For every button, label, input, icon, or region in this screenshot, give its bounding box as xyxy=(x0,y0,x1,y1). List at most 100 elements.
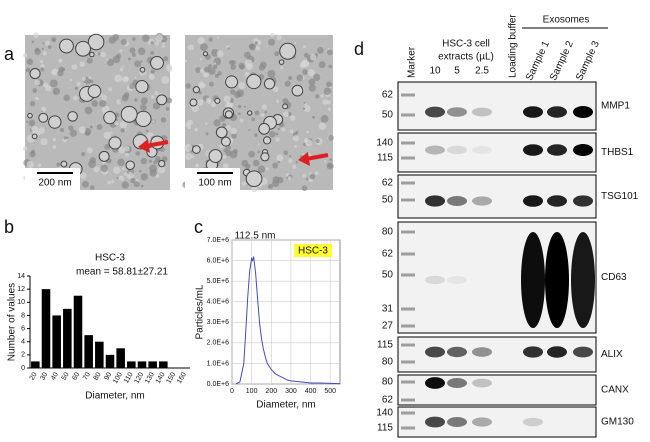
band xyxy=(425,346,445,358)
tem-texture xyxy=(254,133,258,137)
tem-texture xyxy=(184,143,193,152)
tem-texture xyxy=(257,150,261,154)
mw-marker: 115 xyxy=(377,153,393,164)
tem-texture xyxy=(116,176,119,179)
marker-band xyxy=(401,141,415,145)
band xyxy=(523,106,543,118)
tem-texture xyxy=(204,66,211,73)
tem-texture xyxy=(122,65,125,68)
tem-texture xyxy=(269,131,276,138)
tem-texture xyxy=(327,107,332,111)
tem-texture xyxy=(140,157,148,165)
tem-texture xyxy=(290,115,296,121)
tem-texture xyxy=(208,37,213,42)
tem-texture xyxy=(293,42,297,45)
tem-texture xyxy=(301,153,305,156)
tem-texture xyxy=(40,137,48,146)
tem-texture xyxy=(208,64,212,68)
band xyxy=(447,275,467,285)
tem-texture xyxy=(36,97,40,101)
tem-texture xyxy=(292,135,300,142)
band xyxy=(425,145,445,155)
tem-texture xyxy=(187,44,194,51)
tem-texture xyxy=(123,92,130,98)
tem-texture xyxy=(63,136,67,140)
vesicle xyxy=(103,111,117,125)
tem-texture xyxy=(161,44,165,48)
x-tick-label: 20 xyxy=(29,371,39,381)
marker-band xyxy=(401,380,415,384)
tem-texture xyxy=(140,60,143,63)
tem-texture xyxy=(140,173,149,181)
x-tick-label: 100 xyxy=(246,388,258,395)
tem-texture xyxy=(57,69,64,77)
vesicle xyxy=(202,51,208,57)
line-series xyxy=(235,256,341,385)
tem-texture xyxy=(142,34,150,42)
tem-texture xyxy=(89,79,94,84)
vesicle xyxy=(246,73,262,90)
vesicle xyxy=(245,170,263,188)
x-tick-label: 30 xyxy=(39,371,49,381)
y-axis-label: Number of values xyxy=(7,283,18,361)
mw-marker: 140 xyxy=(376,138,393,149)
x-tick-label: 120 xyxy=(133,371,145,385)
panel-label: d xyxy=(354,39,364,59)
tem-texture xyxy=(135,151,141,156)
lane-label: HSC-3 cell xyxy=(442,39,490,50)
marker-band xyxy=(401,93,415,97)
tem-texture xyxy=(26,160,34,169)
bar xyxy=(148,361,157,368)
tem-texture xyxy=(152,102,161,110)
band-smear xyxy=(521,232,545,328)
tem-texture xyxy=(198,81,205,89)
tem-texture xyxy=(277,160,281,164)
legend-box xyxy=(294,244,332,257)
panel-label: b xyxy=(4,217,14,237)
vesicle xyxy=(215,126,228,139)
protein-label: MMP1 xyxy=(601,101,630,112)
tem-texture xyxy=(288,155,292,158)
band xyxy=(547,195,567,207)
tem-texture xyxy=(52,38,56,42)
tem-texture xyxy=(199,57,203,61)
vesicle xyxy=(263,78,276,90)
tem-texture xyxy=(259,61,267,69)
tem-texture xyxy=(91,100,99,107)
vesicle xyxy=(125,160,135,171)
tem-texture xyxy=(251,185,258,193)
tem-texture xyxy=(212,64,218,69)
marker-band xyxy=(401,343,415,347)
vesicle xyxy=(220,136,231,147)
tem-texture xyxy=(329,158,333,161)
tem-texture xyxy=(312,115,315,119)
vesicle xyxy=(120,105,138,123)
vesicle xyxy=(87,84,102,98)
tem-texture xyxy=(124,76,129,82)
tem-texture xyxy=(32,88,38,93)
tem-texture xyxy=(219,144,224,148)
tem-texture xyxy=(230,127,238,135)
x-tick-label: 100 xyxy=(112,371,124,385)
tem-texture xyxy=(239,118,244,123)
tem-texture xyxy=(185,153,192,160)
tem-texture xyxy=(323,87,332,96)
tem-texture xyxy=(271,179,280,188)
tem-texture xyxy=(95,52,98,56)
tem-texture xyxy=(84,106,93,115)
y-tick-label: 2 xyxy=(21,352,25,359)
tem-texture xyxy=(230,89,236,95)
tem-texture xyxy=(268,38,276,46)
tem-texture xyxy=(199,43,208,52)
tem-texture xyxy=(69,78,73,82)
tem-texture xyxy=(257,165,266,173)
tem-texture xyxy=(317,47,324,54)
band xyxy=(425,416,445,428)
group-label: Exosomes xyxy=(543,15,590,26)
band xyxy=(472,145,492,155)
tem-texture xyxy=(195,67,202,73)
tem-texture xyxy=(264,110,268,114)
tem-texture xyxy=(117,158,125,166)
chart-title: HSC-3 xyxy=(95,253,125,264)
tem-texture xyxy=(255,45,261,51)
